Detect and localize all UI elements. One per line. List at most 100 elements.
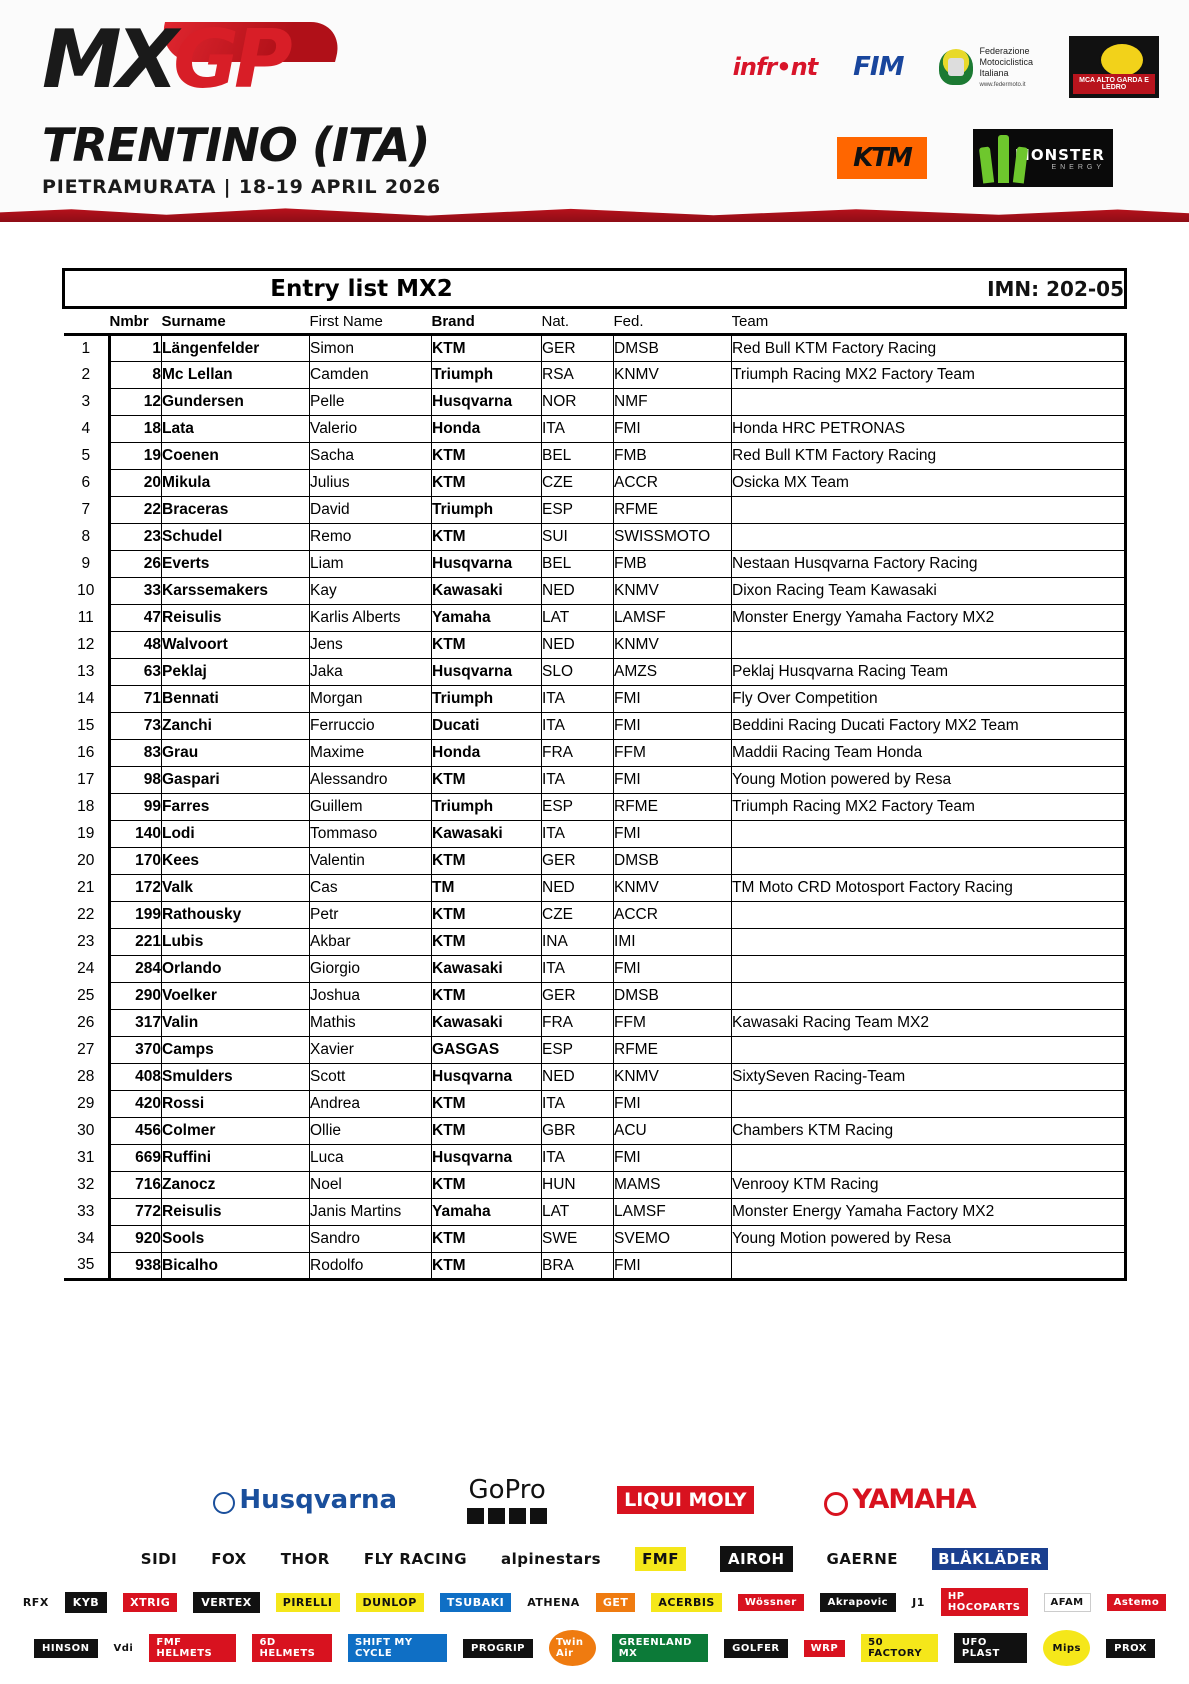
sponsor-logo: FLY RACING — [363, 1550, 468, 1568]
row-index: 15 — [63, 712, 111, 740]
row-federation: KNMV — [613, 577, 733, 605]
row-nationality: ESP — [541, 1036, 615, 1064]
fmi-line-2: Motociclistica — [979, 57, 1033, 67]
sponsor-row-3: RFX KYB XTRIG VERTEX PIRELLI DUNLOP TSUB… — [23, 1588, 1167, 1616]
row-federation: KNMV — [613, 1063, 733, 1091]
row-index: 34 — [63, 1225, 111, 1253]
table-row: 27 370 Camps Xavier GASGAS ESP RFME — [63, 1036, 1127, 1064]
row-team: Peklaj Husqvarna Racing Team — [731, 658, 1127, 686]
row-surname: Smulders — [161, 1063, 310, 1091]
row-nationality: ITA — [541, 1144, 615, 1172]
row-first-name: Mathis — [309, 1009, 432, 1037]
row-first-name: Morgan — [309, 685, 432, 713]
row-team: Osicka MX Team — [731, 469, 1127, 497]
row-index: 20 — [63, 847, 111, 875]
row-first-name: Karlis Alberts — [309, 604, 432, 632]
row-surname: Zanchi — [161, 712, 310, 740]
row-nationality: NED — [541, 577, 615, 605]
table-row: 6 20 Mikula Julius KTM CZE ACCR Osicka MX Team — [63, 469, 1127, 497]
row-race-number: 920 — [109, 1225, 162, 1253]
table-row: 13 63 Peklaj Jaka Husqvarna SLO AMZS Peklaj Hus… — [63, 658, 1127, 686]
row-team: Beddini Racing Ducati Factory MX2 Team — [731, 712, 1127, 740]
column-header-nat: Nat. — [541, 307, 614, 336]
row-first-name: Maxime — [309, 739, 432, 767]
row-brand: Kawasaki — [431, 577, 542, 605]
moto-club-disc-icon — [1099, 42, 1145, 78]
row-nationality: RSA — [541, 361, 615, 389]
row-nationality: SWE — [541, 1225, 615, 1253]
row-index: 35 — [63, 1252, 111, 1281]
row-surname: Längenfelder — [161, 334, 310, 362]
table-row: 31 669 Ruffini Luca Husqvarna ITA FMI — [63, 1144, 1127, 1172]
table-row: 24 284 Orlando Giorgio Kawasaki ITA FMI — [63, 955, 1127, 983]
row-nationality: NED — [541, 874, 615, 902]
row-surname: Gaspari — [161, 766, 310, 794]
row-race-number: 19 — [109, 442, 162, 470]
column-header-first-name: First Name — [309, 307, 432, 336]
row-index: 21 — [63, 874, 111, 902]
row-brand: Honda — [431, 739, 542, 767]
row-federation: RFME — [613, 793, 733, 821]
row-index: 13 — [63, 658, 111, 686]
column-header-fed: Fed. — [613, 307, 732, 336]
row-federation: LAMSF — [613, 1198, 733, 1226]
row-race-number: 23 — [109, 523, 162, 551]
event-subtitle: PIETRAMURATA | 18-19 APRIL 2026 — [42, 176, 441, 198]
row-team — [731, 1036, 1127, 1064]
table-row: 10 33 Karssemakers Kay Kawasaki NED KNMV Dixon … — [63, 577, 1127, 605]
row-team: Honda HRC PETRONAS — [731, 415, 1127, 443]
table-imn: IMN: 202-05 — [613, 268, 1127, 309]
monster-claw-icon — [978, 133, 1031, 184]
row-team: Young Motion powered by Resa — [731, 1225, 1127, 1253]
row-first-name: Guillem — [309, 793, 432, 821]
row-race-number: 8 — [109, 361, 162, 389]
row-team: Nestaan Husqvarna Factory Racing — [731, 550, 1127, 578]
table-header-row: Nmbr Surname First Name Brand Nat. Fed. … — [63, 307, 1126, 336]
row-nationality: ITA — [541, 955, 615, 983]
event-identity: MXGP TRENTINO (ITA) PIETRAMURATA | 18-19… — [42, 18, 441, 199]
sponsor-logo: SIDI — [140, 1550, 178, 1568]
table-row: 15 73 Zanchi Ferruccio Ducati ITA FMI Beddini R… — [63, 712, 1127, 740]
row-federation: FMI — [613, 415, 733, 443]
row-race-number: 20 — [109, 469, 162, 497]
row-nationality: GER — [541, 334, 615, 362]
row-first-name: Camden — [309, 361, 432, 389]
row-team — [731, 1144, 1127, 1172]
sponsor-logo: GREENLAND MX — [611, 1634, 709, 1662]
sponsor-logo: Mips — [1043, 1630, 1091, 1666]
row-nationality: INA — [541, 928, 615, 956]
row-race-number: 18 — [109, 415, 162, 443]
row-index: 23 — [63, 928, 111, 956]
table-row: 35 938 Bicalho Rodolfo KTM BRA FMI — [63, 1252, 1127, 1281]
row-brand: KTM — [431, 523, 542, 551]
row-brand: Kawasaki — [431, 955, 542, 983]
column-header-surname: Surname — [161, 307, 310, 336]
row-brand: KTM — [431, 1117, 542, 1145]
fmi-line-1: Federazione — [979, 46, 1030, 56]
infront-logo: infr•nt — [732, 53, 818, 81]
row-first-name: David — [309, 496, 432, 524]
row-index: 30 — [63, 1117, 111, 1145]
row-first-name: Ferruccio — [309, 712, 432, 740]
ktm-logo: KTM — [837, 137, 927, 179]
sponsor-logo: SHIFT MY CYCLE — [347, 1634, 447, 1662]
row-race-number: 33 — [109, 577, 162, 605]
row-federation: ACCR — [613, 469, 733, 497]
sponsor-logo: TSUBAKI — [439, 1592, 512, 1612]
sponsor-row-2: SIDI FOX THOR FLY RACING alpinestars FMF… — [34, 1546, 1155, 1572]
row-team: Dixon Racing Team Kawasaki — [731, 577, 1127, 605]
husqvarna-logo: Husqvarna — [213, 1485, 397, 1515]
sponsor-logo: AIROH — [719, 1546, 793, 1572]
row-first-name: Tommaso — [309, 820, 432, 848]
row-team: SixtySeven Racing-Team — [731, 1063, 1127, 1091]
table-row: 4 18 Lata Valerio Honda ITA FMI Honda HRC PETRO… — [63, 415, 1127, 443]
row-federation: KNMV — [613, 631, 733, 659]
row-nationality: GER — [541, 982, 615, 1010]
row-federation: FMI — [613, 1144, 733, 1172]
row-team — [731, 1090, 1127, 1118]
table-row: 7 22 Braceras David Triumph ESP RFME — [63, 496, 1127, 524]
fmi-line-3: Italiana — [979, 68, 1009, 78]
table-row: 32 716 Zanocz Noel KTM HUN MAMS Venrooy KTM Rac… — [63, 1171, 1127, 1199]
row-brand: KTM — [431, 1090, 542, 1118]
row-brand: Husqvarna — [431, 550, 542, 578]
